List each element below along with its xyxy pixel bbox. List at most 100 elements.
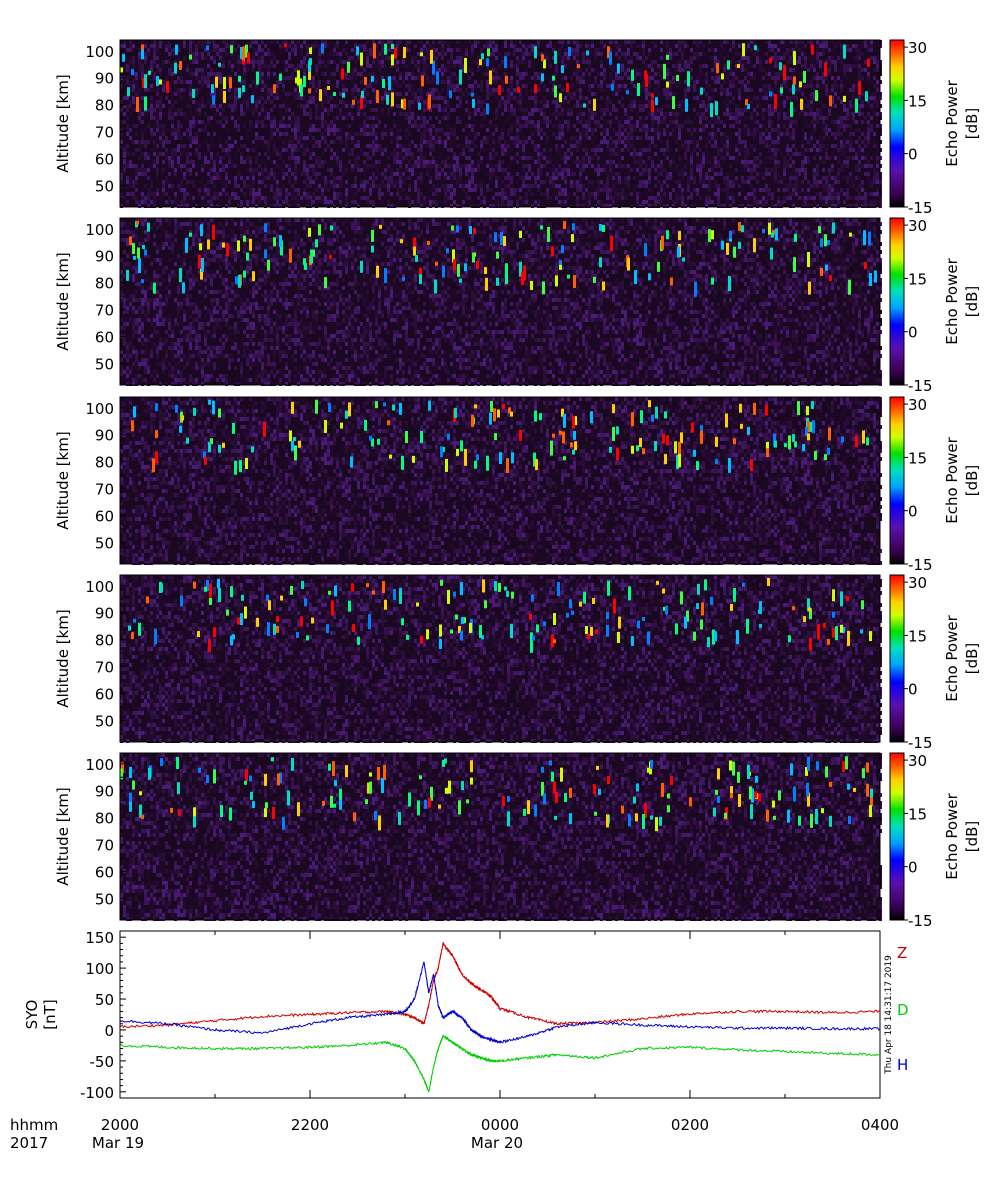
date-label-mid: Mar 20	[471, 1134, 523, 1152]
colorbar-tick-label: -15	[908, 377, 933, 395]
altitude-axis: 50 60 70 80 90 100 Altitude [km]	[54, 221, 126, 378]
colorbar-tick-label: 30	[908, 39, 927, 57]
altitude-axis-label: Altitude [km]	[54, 252, 72, 350]
mag-y-tick-label: 0	[104, 1022, 114, 1040]
colorbar-tick-label: -15	[908, 199, 933, 217]
y-tick-label: 100	[85, 43, 114, 61]
colorbar-tick-label: 30	[908, 217, 927, 235]
time-tick-label: 2000	[101, 1116, 139, 1134]
colorbar-label-unit: [dB]	[963, 108, 981, 140]
legend-Z: Z	[897, 944, 907, 962]
echo-panels: 50 60 70 80 90 100 Altitude [km] 30 15 0 -15 Echo P…	[54, 39, 981, 930]
y-tick-label: 60	[95, 686, 114, 704]
y-tick-label: 50	[95, 534, 114, 552]
echo-bright-cells	[126, 220, 877, 297]
altitude-axis-label: Altitude [km]	[54, 787, 72, 885]
mag-y-tick-label: 50	[95, 991, 114, 1009]
colorbar-gradient	[889, 396, 905, 565]
colorbar-tick-label: -15	[908, 734, 933, 752]
echo-panel-1: 50 60 70 80 90 100 Altitude [km] 30 15 0 -15 Echo P…	[54, 39, 981, 217]
time-tick-label: 0200	[671, 1116, 709, 1134]
y-tick-label: 70	[95, 124, 114, 142]
echo-bright-cells	[120, 43, 870, 118]
colorbar-label: Echo Power	[943, 257, 961, 344]
echo-bright-cells	[120, 756, 873, 832]
time-tick-label: 0400	[861, 1116, 899, 1134]
y-tick-label: 60	[95, 151, 114, 169]
legend-D: D	[897, 1001, 909, 1019]
colorbar-label: Echo Power	[943, 792, 961, 879]
colorbar-tick-label: -15	[908, 912, 933, 930]
echo-panel-5: 50 60 70 80 90 100 Altitude [km] 30 15 0 -15 Echo P…	[54, 752, 981, 930]
altitude-axis: 50 60 70 80 90 100 Altitude [km]	[54, 578, 126, 735]
altitude-axis-label: Altitude [km]	[54, 431, 72, 529]
y-tick-label: 100	[85, 221, 114, 239]
y-tick-label: 80	[95, 97, 114, 115]
y-tick-label: 100	[85, 756, 114, 774]
y-tick-label: 50	[95, 355, 114, 373]
colorbar-tick-label: 15	[908, 449, 927, 467]
y-tick-label: 80	[95, 632, 114, 650]
y-tick-label: 80	[95, 454, 114, 472]
colorbar: 30 15 0 -15 Echo Power [dB]	[889, 752, 981, 930]
colorbar-tick-label: 0	[908, 503, 918, 521]
echo-panel-3: 50 60 70 80 90 100 Altitude [km] 30 15 0 -15 Echo P…	[54, 396, 981, 574]
colorbar-label: Echo Power	[943, 79, 961, 166]
echo-texture	[120, 40, 882, 208]
colorbar-tick-label: 15	[908, 270, 927, 288]
y-tick-label: 90	[95, 605, 114, 623]
y-tick-label: 90	[95, 427, 114, 445]
colorbar-tick-label: 0	[908, 681, 918, 699]
altitude-axis-label: Altitude [km]	[54, 609, 72, 707]
series-H-line	[119, 961, 881, 1044]
echo-panel-4: 50 60 70 80 90 100 Altitude [km] 30 15 0 -15 Echo P…	[54, 574, 981, 752]
mag-y-tick-label: -50	[90, 1053, 115, 1071]
series-D-line	[119, 1034, 881, 1093]
colorbar-tick-label: 0	[908, 324, 918, 342]
colorbar-label-unit: [dB]	[963, 821, 981, 853]
mag-ylabel-line2: [nT]	[41, 999, 59, 1029]
colorbar-tick-label: 0	[908, 859, 918, 877]
y-tick-label: 70	[95, 659, 114, 677]
altitude-axis: 50 60 70 80 90 100 Altitude [km]	[54, 756, 126, 913]
colorbar-label-unit: [dB]	[963, 643, 981, 675]
y-tick-label: 90	[95, 248, 114, 266]
y-tick-label: 80	[95, 275, 114, 293]
colorbar-tick-label: 0	[908, 146, 918, 164]
y-tick-label: 50	[95, 177, 114, 195]
magnetometer-frame	[119, 930, 881, 1099]
colorbar-tick-label: 15	[908, 805, 927, 823]
y-tick-label: 70	[95, 837, 114, 855]
echo-bright-cells	[128, 577, 872, 653]
colorbar-label: Echo Power	[943, 436, 961, 523]
colorbar-tick-label: 15	[908, 627, 927, 645]
colorbar-tick-label: 30	[908, 752, 927, 770]
mag-y-tick-label: -100	[80, 1084, 114, 1102]
legend-H: H	[897, 1056, 908, 1074]
colorbar-label: Echo Power	[943, 614, 961, 701]
colorbar-tick-label: 15	[908, 92, 927, 110]
altitude-axis: 50 60 70 80 90 100 Altitude [km]	[54, 43, 126, 200]
altitude-axis-label: Altitude [km]	[54, 74, 72, 172]
echo-texture	[120, 753, 882, 921]
altitude-axis: 50 60 70 80 90 100 Altitude [km]	[54, 400, 126, 557]
y-tick-label: 100	[85, 400, 114, 418]
y-tick-label: 60	[95, 329, 114, 347]
y-tick-label: 100	[85, 578, 114, 596]
colorbar-gradient	[889, 39, 905, 208]
colorbar-label-unit: [dB]	[963, 465, 981, 497]
y-tick-label: 70	[95, 302, 114, 320]
time-tick-label: 0000	[481, 1116, 519, 1134]
mag-y-tick-label: 150	[85, 929, 114, 947]
colorbar: 30 15 0 -15 Echo Power [dB]	[889, 39, 981, 217]
colorbar-tick-label: -15	[908, 556, 933, 574]
colorbar-gradient	[889, 574, 905, 743]
echo-bright-cells	[131, 399, 869, 475]
echo-panel-2: 50 60 70 80 90 100 Altitude [km] 30 15 0 -15 Echo P…	[54, 217, 981, 395]
mag-ylabel-line1: SYO	[23, 1000, 41, 1030]
y-tick-label: 50	[95, 890, 114, 908]
series-Z-line	[119, 942, 881, 1029]
